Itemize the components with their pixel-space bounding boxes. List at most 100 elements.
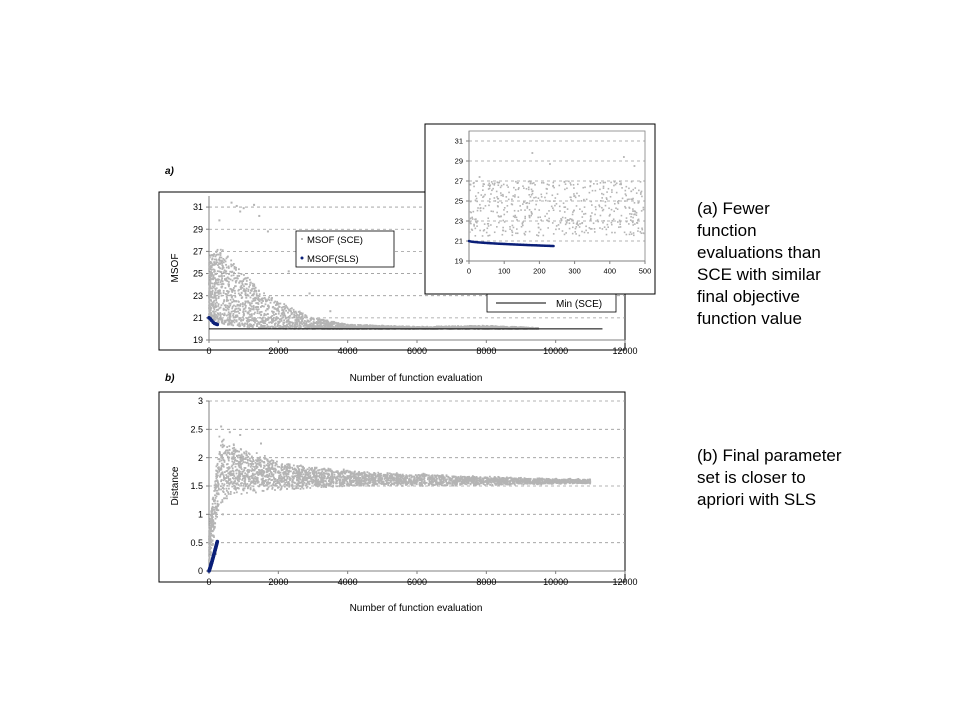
sce-point	[235, 459, 238, 462]
sce-point	[225, 272, 228, 275]
sce-point	[295, 471, 298, 474]
sce-point	[210, 261, 213, 264]
sce-point	[356, 325, 359, 328]
sce-point	[221, 482, 224, 485]
sce-point	[359, 324, 361, 326]
inset-sce-point	[497, 181, 500, 184]
sce-point	[420, 477, 423, 480]
sce-point	[253, 480, 256, 483]
inset-sce-point	[471, 216, 474, 219]
sce-point	[305, 316, 308, 319]
inset-sce-point	[594, 213, 596, 216]
sce-point	[452, 327, 455, 330]
sce-point	[229, 287, 232, 290]
sce-point	[363, 326, 365, 328]
sce-point	[232, 310, 235, 313]
sce-point	[257, 303, 260, 305]
sce-point	[232, 324, 235, 327]
sce-point	[252, 478, 255, 481]
sce-point	[391, 326, 394, 328]
inset-sce-point	[566, 187, 568, 190]
y-tick-label: 31	[193, 202, 203, 212]
sce-point	[499, 325, 502, 328]
sce-point	[258, 326, 261, 329]
sce-point	[304, 324, 306, 327]
inset-sce-point	[618, 226, 620, 228]
inset-sce-point	[591, 212, 593, 214]
sce-point	[228, 302, 231, 305]
sce-point	[217, 305, 220, 307]
inset-sce-point	[617, 202, 620, 205]
sce-point	[279, 302, 282, 305]
inset-sce-point	[502, 183, 505, 186]
sce-point	[211, 257, 214, 260]
sce-point	[256, 302, 258, 305]
sce-point	[317, 472, 320, 475]
sce-point	[513, 483, 516, 486]
inset-sce-point	[531, 213, 533, 215]
sce-point	[277, 322, 280, 325]
sce-point	[353, 474, 355, 477]
sce-point	[292, 471, 295, 474]
sce-point	[322, 324, 325, 327]
sce-point	[223, 278, 226, 280]
inset-sce-point	[617, 221, 619, 223]
sce-point	[510, 326, 513, 329]
sce-point	[280, 317, 283, 320]
inset-sls-point	[552, 244, 555, 248]
legend-sce-marker	[301, 238, 303, 240]
sce-point	[220, 279, 223, 282]
inset-sce-point	[579, 223, 581, 225]
sce-point	[288, 467, 291, 470]
sce-point	[257, 481, 260, 483]
sce-point	[492, 481, 495, 483]
sce-point	[433, 478, 436, 481]
sce-point	[236, 303, 239, 306]
sce-point	[210, 313, 213, 316]
sce-point	[238, 323, 241, 326]
inset-sce-point	[505, 196, 508, 198]
sce-point	[238, 288, 240, 291]
y-tick-label: 2	[198, 453, 203, 463]
inset-sce-point	[485, 231, 488, 234]
inset-sce-point	[606, 198, 608, 201]
sce-point	[450, 327, 452, 330]
inset-sce-point	[537, 216, 539, 219]
sce-point	[213, 295, 216, 298]
inset-sce-point	[530, 212, 533, 214]
sce-point	[244, 283, 247, 286]
inset-sce-point	[593, 231, 596, 233]
sce-point	[240, 468, 243, 471]
inset-sce-point	[523, 232, 526, 235]
sce-point	[209, 309, 212, 312]
sce-point	[295, 319, 298, 322]
inset-sce-point	[624, 200, 626, 202]
sce-point	[246, 491, 248, 494]
sce-point	[287, 471, 290, 474]
sce-point	[460, 327, 463, 330]
sce-point	[253, 289, 256, 292]
sce-point	[216, 462, 219, 465]
sce-point	[535, 482, 538, 485]
sce-point	[477, 482, 480, 485]
sce-point	[256, 481, 259, 484]
inset-sce-point	[528, 216, 531, 218]
sce-point	[231, 295, 234, 298]
sce-point	[246, 326, 249, 328]
inset-sce-point	[500, 215, 502, 218]
inset-sce-point	[524, 233, 526, 236]
sce-point	[237, 300, 240, 303]
sce-point	[332, 326, 335, 329]
sce-point	[482, 325, 485, 327]
sce-point	[243, 469, 246, 472]
sce-point	[319, 324, 322, 326]
sce-point	[214, 306, 217, 309]
sce-point	[312, 317, 315, 320]
inset-sce-point	[584, 212, 587, 215]
inset-sce-point	[607, 187, 610, 190]
sce-point	[325, 486, 327, 488]
sce-point	[208, 277, 211, 280]
sce-point	[264, 303, 267, 306]
sce-point	[214, 480, 217, 483]
sce-point	[213, 269, 216, 271]
